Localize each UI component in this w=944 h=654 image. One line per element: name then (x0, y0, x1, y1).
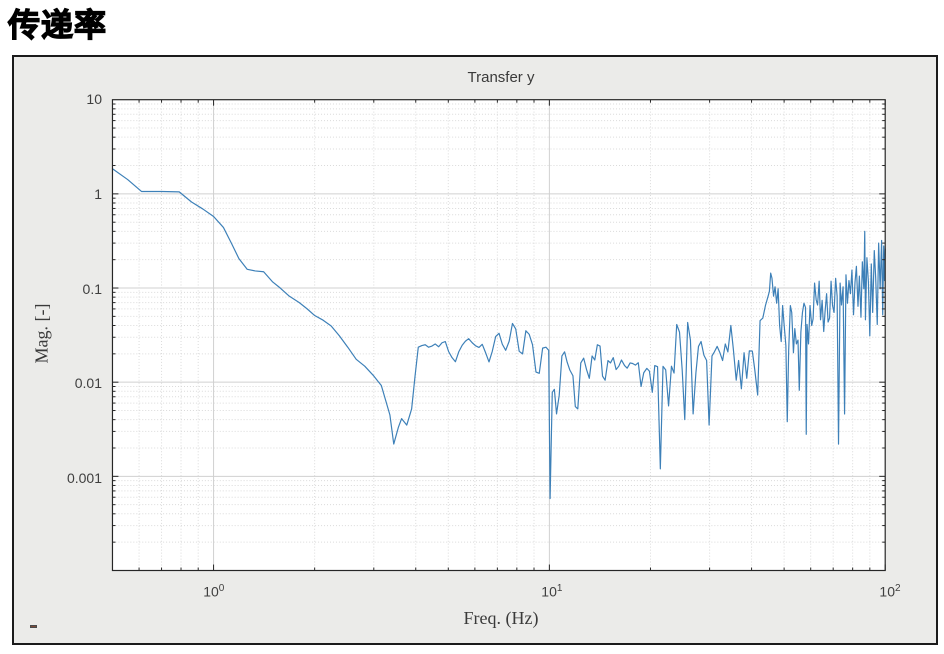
y-tick-label: 10 (86, 91, 102, 107)
figure-window: Transfer y Freq. (Hz) Mag. [-] 10 1 0.1 0.0… (12, 55, 938, 645)
y-tick-label: 1 (94, 185, 102, 202)
grid-minor (112, 99, 886, 571)
chart-title: Transfer y (467, 69, 535, 86)
axis-box (111, 99, 886, 572)
x-tick-label: 100 (203, 583, 225, 600)
x-tick-label: 102 (879, 583, 901, 600)
y-tick-label: 0.001 (66, 470, 102, 487)
x-axis-label: Freq. (Hz) (463, 608, 539, 628)
y-tick-label: 0.1 (82, 280, 102, 297)
page-title: 传递率 (7, 5, 108, 44)
x-tick-label: 101 (541, 583, 563, 600)
plot-area (112, 99, 886, 571)
y-tick-label: 0.01 (74, 375, 102, 392)
tick-marks (112, 99, 886, 571)
transfer-curve (111, 168, 886, 500)
stray-cursor-mark (30, 625, 37, 628)
plot-canvas (111, 99, 886, 572)
